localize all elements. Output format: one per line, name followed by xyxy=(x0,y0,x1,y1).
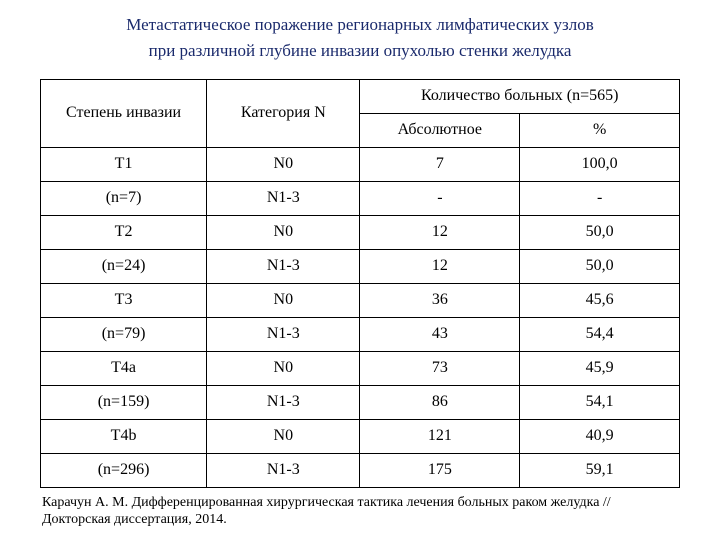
cell-percent: 54,4 xyxy=(520,317,680,351)
cell-invasion: T4a xyxy=(41,351,207,385)
cell-category-n: N0 xyxy=(207,283,360,317)
cell-category-n: N1-3 xyxy=(207,181,360,215)
cell-absolute: 7 xyxy=(360,147,520,181)
cell-category-n: N1-3 xyxy=(207,453,360,487)
table-row: T2 N0 12 50,0 xyxy=(41,215,680,249)
cell-category-n: N1-3 xyxy=(207,317,360,351)
cell-absolute: 73 xyxy=(360,351,520,385)
table-row: (n=296) N1-3 175 59,1 xyxy=(41,453,680,487)
cell-invasion: T1 xyxy=(41,147,207,181)
cell-invasion: (n=24) xyxy=(41,249,207,283)
cell-absolute: 86 xyxy=(360,385,520,419)
col-header-percent: % xyxy=(520,113,680,147)
table-row: T4b N0 121 40,9 xyxy=(41,419,680,453)
cell-invasion: (n=79) xyxy=(41,317,207,351)
cell-percent: 45,9 xyxy=(520,351,680,385)
cell-category-n: N0 xyxy=(207,215,360,249)
cell-percent: 50,0 xyxy=(520,215,680,249)
cell-absolute: - xyxy=(360,181,520,215)
table-row: T1 N0 7 100,0 xyxy=(41,147,680,181)
table-row: (n=159) N1-3 86 54,1 xyxy=(41,385,680,419)
cell-absolute: 12 xyxy=(360,215,520,249)
col-group-header-count: Количество больных (n=565) xyxy=(360,79,680,113)
cell-percent: 45,6 xyxy=(520,283,680,317)
cell-invasion: (n=296) xyxy=(41,453,207,487)
cell-percent: 59,1 xyxy=(520,453,680,487)
cell-category-n: N0 xyxy=(207,147,360,181)
cell-percent: 40,9 xyxy=(520,419,680,453)
page-title: Метастатическое поражение регионарных ли… xyxy=(40,12,680,65)
cell-category-n: N0 xyxy=(207,351,360,385)
cell-percent: - xyxy=(520,181,680,215)
cell-absolute: 43 xyxy=(360,317,520,351)
cell-absolute: 175 xyxy=(360,453,520,487)
cell-absolute: 121 xyxy=(360,419,520,453)
col-header-category-n: Категория N xyxy=(207,79,360,147)
col-header-invasion: Степень инвазии xyxy=(41,79,207,147)
cell-percent: 54,1 xyxy=(520,385,680,419)
table-row: (n=24) N1-3 12 50,0 xyxy=(41,249,680,283)
col-header-absolute: Абсолютное xyxy=(360,113,520,147)
table-row: T3 N0 36 45,6 xyxy=(41,283,680,317)
cell-invasion: T3 xyxy=(41,283,207,317)
cell-invasion: T4b xyxy=(41,419,207,453)
cell-percent: 100,0 xyxy=(520,147,680,181)
title-line-2: при различной глубине инвазии опухолью с… xyxy=(40,38,680,64)
cell-category-n: N1-3 xyxy=(207,249,360,283)
data-table: Степень инвазии Категория N Количество б… xyxy=(40,79,680,488)
table-row: T4a N0 73 45,9 xyxy=(41,351,680,385)
cell-invasion: (n=159) xyxy=(41,385,207,419)
cell-absolute: 36 xyxy=(360,283,520,317)
footnote-citation: Карачун А. М. Дифференцированная хирурги… xyxy=(40,494,680,529)
table-row: (n=79) N1-3 43 54,4 xyxy=(41,317,680,351)
cell-percent: 50,0 xyxy=(520,249,680,283)
title-line-1: Метастатическое поражение регионарных ли… xyxy=(40,12,680,38)
cell-absolute: 12 xyxy=(360,249,520,283)
cell-category-n: N0 xyxy=(207,419,360,453)
table-header-row-1: Степень инвазии Категория N Количество б… xyxy=(41,79,680,113)
cell-invasion: (n=7) xyxy=(41,181,207,215)
cell-category-n: N1-3 xyxy=(207,385,360,419)
table-row: (n=7) N1-3 - - xyxy=(41,181,680,215)
cell-invasion: T2 xyxy=(41,215,207,249)
